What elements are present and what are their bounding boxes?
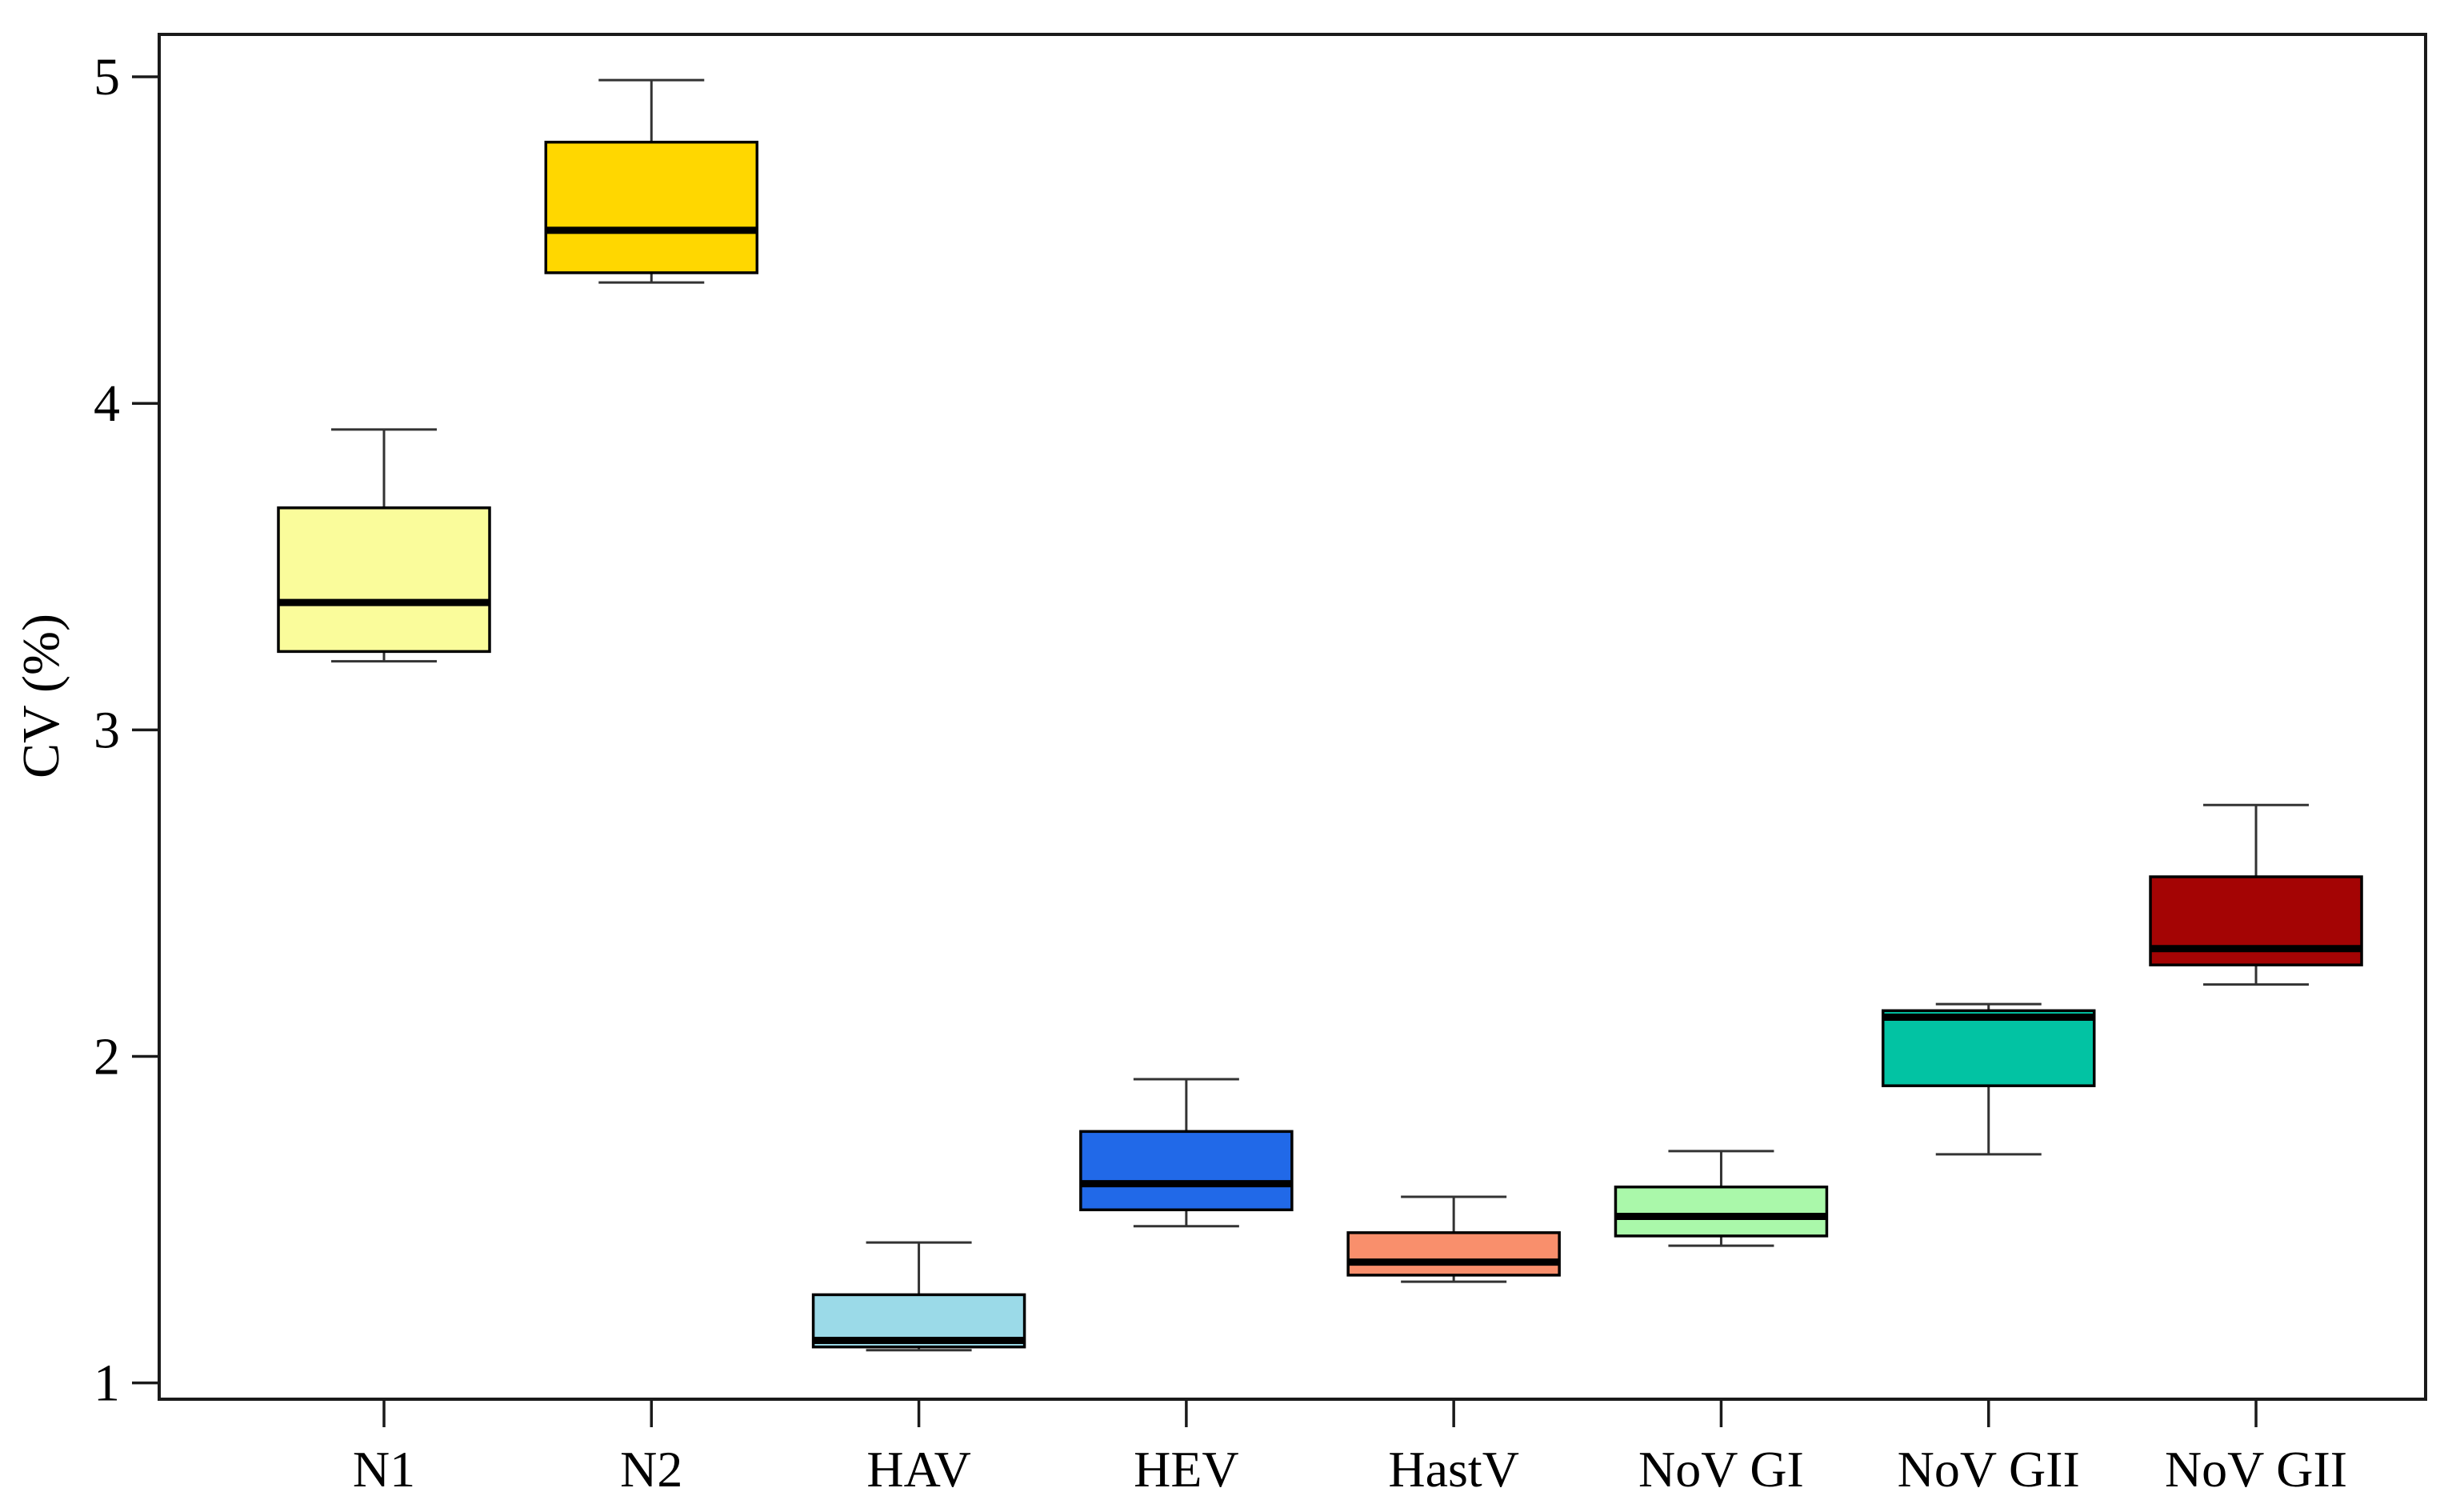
x-category-label: NoV GII: [2165, 1441, 2347, 1498]
x-category-label: NoV GI: [1638, 1441, 1804, 1498]
x-category-label: NoV GII: [1898, 1441, 2080, 1498]
x-category-label: N2: [620, 1441, 682, 1498]
x-category-label: HAV: [866, 1441, 970, 1498]
x-category-label: HastV: [1388, 1441, 1519, 1498]
x-category-label: N1: [353, 1441, 415, 1498]
iqr-box: [1079, 1130, 1294, 1212]
y-axis-title: CV (%): [12, 614, 70, 778]
x-category-label: HEV: [1134, 1441, 1239, 1498]
y-tick-label: 2: [94, 1027, 120, 1086]
iqr-box: [544, 140, 759, 274]
plot-frame: [158, 33, 2427, 1401]
iqr-box: [1614, 1185, 1829, 1238]
iqr-box: [1881, 1009, 2096, 1087]
y-tick-label: 1: [94, 1354, 120, 1413]
y-tick-label: 4: [94, 374, 120, 433]
y-tick-label: 5: [94, 48, 120, 106]
iqr-box: [277, 506, 491, 654]
y-tick-label: 3: [94, 701, 120, 759]
iqr-box: [1346, 1231, 1561, 1277]
